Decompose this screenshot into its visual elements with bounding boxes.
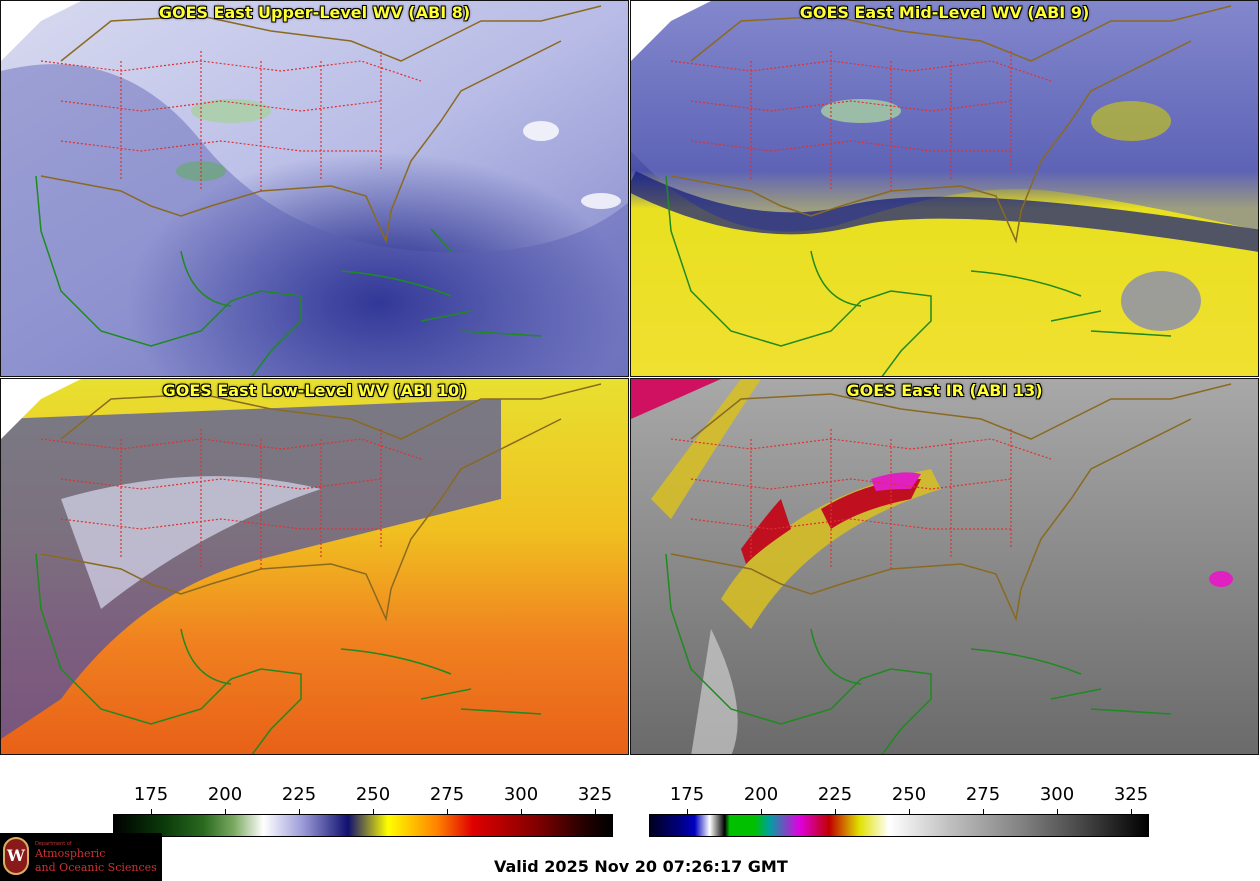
tick-mark [225,809,226,814]
tick-mark [299,809,300,814]
tick-mark [909,809,910,814]
tick-mark [687,809,688,814]
tick-mark [151,809,152,814]
aos-logo: W Department of Atmospheric and Oceanic … [0,833,162,881]
logo-line1: Atmospheric [35,847,106,860]
tick-label: 325 [1113,784,1149,805]
tick-label: 175 [133,784,169,805]
tick-label: 325 [577,784,613,805]
mid-level-wv-panel: GOES East Mid-Level WV (ABI 9) [630,0,1259,377]
tick-mark [373,809,374,814]
tick-label: 275 [429,784,465,805]
tick-label: 200 [743,784,779,805]
wv-colorbar [113,814,613,837]
tick-label: 300 [503,784,539,805]
panel-title: GOES East IR (ABI 13) [846,381,1043,400]
tick-mark [595,809,596,814]
tick-label: 250 [891,784,927,805]
upper-level-wv-panel: GOES East Upper-Level WV (ABI 8) [0,0,629,377]
ir-image [631,379,1258,754]
panel-title: GOES East Low-Level WV (ABI 10) [162,381,467,400]
tick-label: 250 [355,784,391,805]
uw-seal-icon: W [3,837,29,875]
tick-label: 200 [207,784,243,805]
ir-colorbar [649,814,1149,837]
tick-mark [1057,809,1058,814]
tick-mark [835,809,836,814]
valid-time: Valid 2025 Nov 20 07:26:17 GMT [494,857,788,876]
low-level-wv-image [1,379,628,754]
tick-mark [761,809,762,814]
tick-label: 225 [281,784,317,805]
low-level-wv-panel: GOES East Low-Level WV (ABI 10) [0,378,629,755]
tick-label: 300 [1039,784,1075,805]
tick-mark [983,809,984,814]
tick-mark [1131,809,1132,814]
logo-dept-text: Department of [35,841,72,847]
tick-mark [521,809,522,814]
tick-mark [447,809,448,814]
tick-label: 175 [669,784,705,805]
ir-panel: GOES East IR (ABI 13) [630,378,1259,755]
tick-label: 225 [817,784,853,805]
mid-level-wv-image [631,1,1258,376]
upper-level-wv-image [1,1,628,376]
panel-title: GOES East Mid-Level WV (ABI 9) [799,3,1090,22]
tick-label: 275 [965,784,1001,805]
logo-line2: and Oceanic Sciences [35,861,157,874]
panel-title: GOES East Upper-Level WV (ABI 8) [158,3,471,22]
